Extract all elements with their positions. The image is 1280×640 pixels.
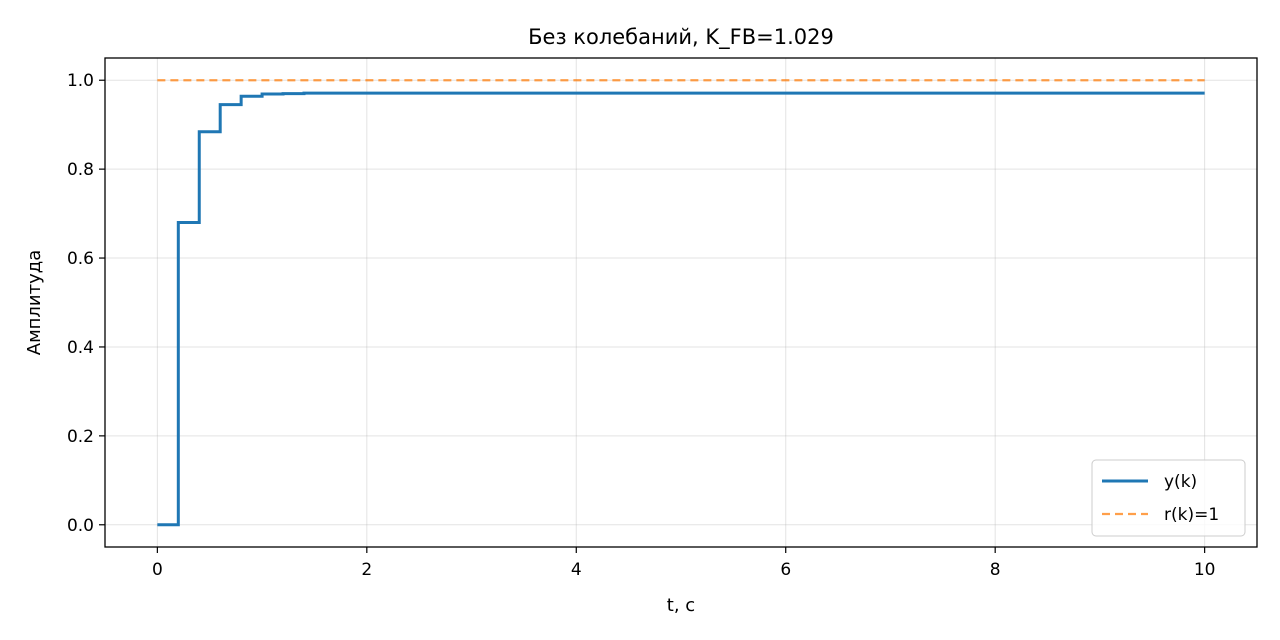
chart-title: Без колебаний, K_FB=1.029 (528, 25, 834, 50)
y-tick-label: 1.0 (67, 71, 94, 91)
y-tick-label: 0.2 (67, 427, 94, 447)
x-tick-label: 0 (152, 560, 163, 580)
y-tick-label: 0.4 (67, 338, 94, 358)
y-axis-label: Амплитуда (24, 250, 45, 355)
legend-box (1091, 459, 1246, 537)
plot-frame (104, 57, 1258, 548)
x-tick-label: 6 (780, 560, 791, 580)
y-tick-label: 0.0 (67, 516, 94, 536)
x-tick-label: 10 (1194, 560, 1216, 580)
x-tick-label: 2 (361, 560, 372, 580)
x-tick-label: 8 (990, 560, 1001, 580)
legend-label-y: y(k) (1164, 472, 1197, 492)
grid (105, 58, 1257, 547)
series-y-line (157, 91, 1205, 527)
legend: y(k) r(k)=1 (1091, 459, 1246, 537)
x-axis-label: t, c (667, 595, 695, 616)
axis-ticks: 0 2 4 6 8 10 0.0 0.2 0.4 0.6 0.8 1.0 (67, 71, 1216, 580)
series-layer (157, 79, 1205, 527)
legend-label-r: r(k)=1 (1164, 505, 1219, 525)
y-tick-label: 0.8 (67, 160, 94, 180)
x-tick-label: 4 (571, 560, 582, 580)
y-tick-label: 0.6 (67, 249, 94, 269)
